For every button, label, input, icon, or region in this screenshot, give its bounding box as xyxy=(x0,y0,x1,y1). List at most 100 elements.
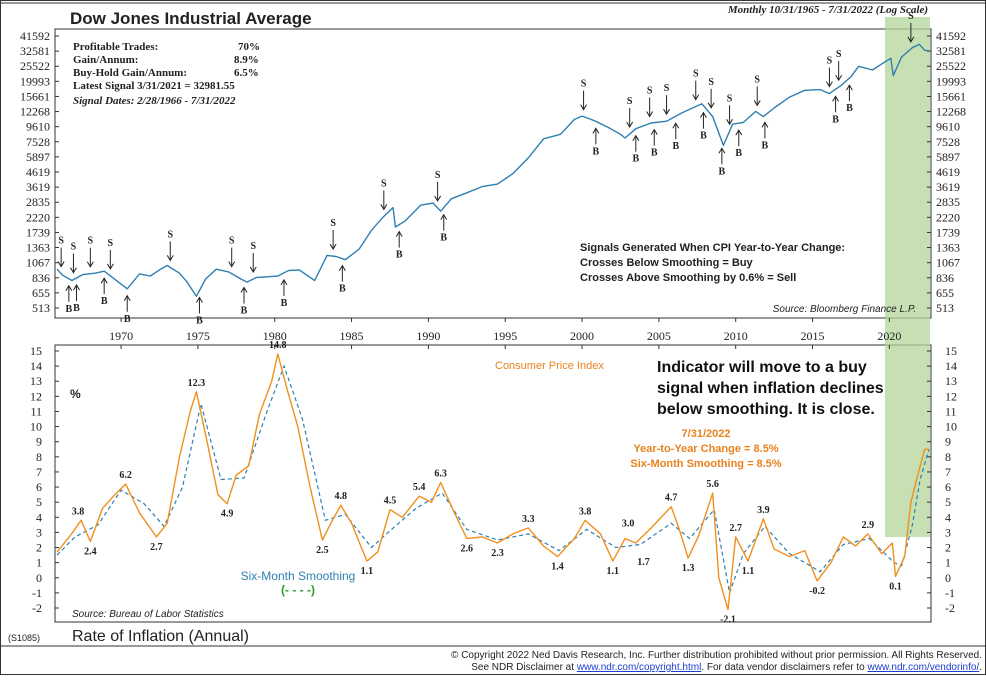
top-y-tick-left: 3619 xyxy=(26,180,50,194)
buy-signal-label: B xyxy=(339,284,346,295)
top-y-tick-left: 15661 xyxy=(20,89,50,103)
bottom-y-tick-left: 11 xyxy=(30,404,42,418)
stat-buyhold-value: 6.5% xyxy=(234,67,259,79)
cpi-annotation-label: 3.8 xyxy=(579,506,592,517)
bottom-y-tick-right: 5 xyxy=(945,495,951,509)
sell-signal-arrowhead xyxy=(329,243,337,251)
smoothing-legend-label: Six-Month Smoothing xyxy=(241,569,356,583)
sell-signal-arrowhead xyxy=(663,108,670,116)
top-y-tick-right: 9610 xyxy=(936,120,960,134)
cpi-annotation-label: 1.1 xyxy=(361,566,374,577)
cpi-annotation-label: 1.7 xyxy=(637,557,650,568)
top-y-tick-left: 32581 xyxy=(20,44,50,58)
sell-signal-label: S xyxy=(381,178,387,189)
top-y-tick-right: 1067 xyxy=(936,256,960,270)
footer-line2-c: . xyxy=(979,662,982,673)
buy-signal-arrowhead xyxy=(735,129,743,136)
dow-series xyxy=(56,43,930,297)
signals-note: Signals Generated When CPI Year-to-Year … xyxy=(580,242,845,284)
x-tick-label: 1995 xyxy=(493,329,517,343)
chart-title: Dow Jones Industrial Average xyxy=(70,9,312,28)
footer-link-copyright[interactable]: www.ndr.com/copyright.html xyxy=(576,662,702,673)
cpi-annotation-label: 4.8 xyxy=(335,491,348,502)
bottom-y-tick-left: 15 xyxy=(30,344,42,358)
bottom-y-tick-left: 13 xyxy=(30,374,42,388)
buy-signal-arrowhead xyxy=(440,213,448,220)
top-y-tick-right: 19993 xyxy=(936,74,966,88)
top-y-tick-left: 7528 xyxy=(26,135,50,149)
cpi-annotation-label: 4.9 xyxy=(221,509,234,520)
footer-link-vendorinfo[interactable]: www.ndr.com/vendorinfo/ xyxy=(867,662,980,673)
bottom-y-tick-right: -2 xyxy=(945,601,955,615)
top-y-tick-left: 1067 xyxy=(26,256,50,270)
callout-line2: signal when inflation declines xyxy=(657,380,884,397)
cpi-annotation-label: 1.1 xyxy=(742,566,755,577)
x-tick-label: 2000 xyxy=(570,329,594,343)
top-y-tick-left: 9610 xyxy=(26,120,50,134)
top-y-tick-left: 25522 xyxy=(20,59,50,73)
bottom-y-tick-left: 14 xyxy=(30,359,42,373)
callout: Indicator will move to a buy signal when… xyxy=(657,359,884,418)
callout-line1: Indicator will move to a buy xyxy=(657,359,867,376)
cpi-annotation-label: 1.3 xyxy=(682,563,695,574)
bottom-y-tick-left: 5 xyxy=(36,495,42,509)
bottom-y-tick-right: 2 xyxy=(945,541,951,555)
top-y-tick-right: 836 xyxy=(936,271,954,285)
sell-signal-arrowhead xyxy=(434,195,442,202)
sell-signal-arrowhead xyxy=(580,104,588,111)
buy-signal-label: B xyxy=(846,103,853,114)
cpi-annotation-label: 12.3 xyxy=(188,378,206,389)
sell-signal-arrowhead xyxy=(166,255,174,262)
footer-line1: © Copyright 2022 Ned Davis Research, Inc… xyxy=(451,650,982,661)
cpi-annotation-label: 3.9 xyxy=(757,505,770,516)
chart-code: (S1085) xyxy=(8,633,40,643)
buy-signal-label: B xyxy=(762,140,769,151)
cpi-series-label: Consumer Price Index xyxy=(495,360,604,372)
buy-signal-arrowhead xyxy=(196,296,203,303)
buy-signal-label: B xyxy=(651,148,658,159)
buy-signal-label: B xyxy=(196,316,203,327)
sell-signal-label: S xyxy=(108,238,114,249)
top-y-tick-right: 25522 xyxy=(936,59,966,73)
sell-signal-label: S xyxy=(330,218,336,229)
cpi-annotation-label: 6.2 xyxy=(119,470,132,481)
buy-signal-arrowhead xyxy=(718,147,726,154)
signals-note-line3: Crosses Above Smoothing by 0.6% = Sell xyxy=(580,272,796,284)
buy-signal-label: B xyxy=(735,148,742,159)
stat-gain-label: Gain/Annum: xyxy=(73,54,138,66)
cpi-annotation-label: 2.7 xyxy=(729,523,742,534)
buy-signal-arrowhead xyxy=(123,294,131,302)
sell-signal-label: S xyxy=(627,96,633,107)
buy-signal-arrowhead xyxy=(832,95,840,102)
cpi-annotation-label: 2.7 xyxy=(150,542,163,553)
buy-signal-arrowhead xyxy=(100,277,108,284)
sell-signal-arrowhead xyxy=(692,94,700,101)
bottom-y-tick-right: 15 xyxy=(945,344,957,358)
buy-signal-label: B xyxy=(281,298,288,309)
top-y-tick-right: 32581 xyxy=(936,44,966,58)
top-y-tick-left: 2835 xyxy=(26,195,50,209)
bottom-y-tick-right: 6 xyxy=(945,480,951,494)
buy-signal-arrowhead xyxy=(73,284,80,291)
bottom-y-tick-left: 10 xyxy=(30,420,42,434)
cpi-annotation-label: 5.6 xyxy=(706,479,719,490)
buy-signal-label: B xyxy=(73,303,80,314)
bottom-y-tick-right: 1 xyxy=(945,556,951,570)
sell-signal-label: S xyxy=(827,56,833,67)
signal-markers: S B S B S B S B S B S B S B S B S B S B S B S B S B S B S B S B S B S B S B S B… xyxy=(57,11,915,327)
cpi-annotation-label: 5.4 xyxy=(413,482,426,493)
x-axis: 1970 1975 1980 1985 1990 1995 2000 2005 2010 2015… xyxy=(109,318,901,349)
sell-signal-arrowhead xyxy=(646,111,654,118)
bottom-y-tick-left: 0 xyxy=(36,571,42,585)
top-y-tick-right: 4619 xyxy=(936,165,960,179)
cpi-annotation-label: 1.4 xyxy=(551,562,564,573)
top-y-tick-left: 1363 xyxy=(26,241,50,255)
sell-signal-arrowhead xyxy=(249,266,257,273)
bottom-y-tick-right: 9 xyxy=(945,435,951,449)
sell-signal-label: S xyxy=(71,242,77,253)
footer-line2-a: See NDR Disclaimer at xyxy=(471,662,577,673)
footer-line2-b: . For data vendor disclaimers refer to xyxy=(701,662,867,673)
cpi-annotation-label: 2.6 xyxy=(461,543,474,554)
stat-profitable-value: 70% xyxy=(238,41,260,53)
